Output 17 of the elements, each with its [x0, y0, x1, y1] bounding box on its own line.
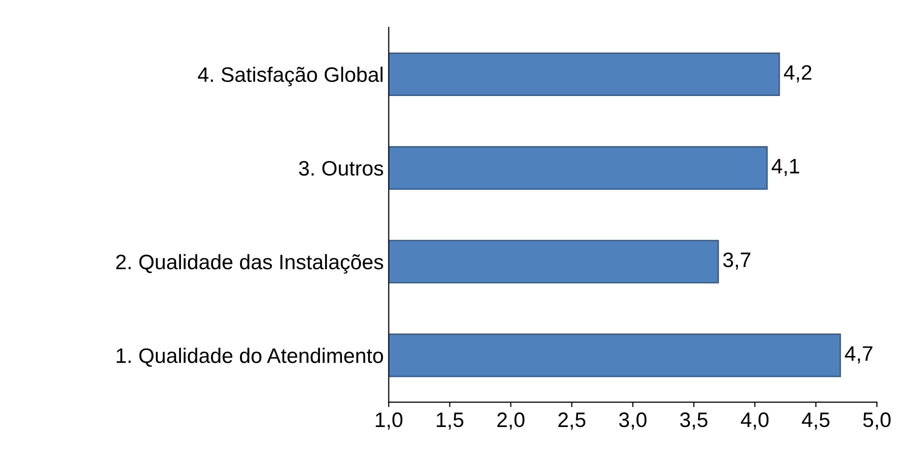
x-tick-label: 3,0	[619, 412, 646, 430]
x-tick-label: 1,5	[436, 412, 464, 430]
x-tick-label: 3,5	[680, 412, 708, 430]
y-tick-label: 4. Satisfação Global	[198, 66, 382, 86]
x-tick-label: 5,0	[863, 412, 891, 430]
x-tick-label: 1,0	[376, 412, 402, 430]
y-tick-label: 2. Qualidade das Instalações	[116, 254, 384, 274]
y-tick-label: 1. Qualidade do Atendimento	[116, 348, 384, 367]
x-tick-label: 2,0	[497, 412, 524, 430]
data-label: 4,1	[772, 159, 800, 176]
data-label: 4,7	[844, 346, 872, 364]
y-tick-label: 3. Outros	[298, 160, 384, 176]
data-label: 3,7	[723, 252, 750, 270]
x-tick-label: 4,5	[802, 412, 830, 430]
x-tick-label: 4,0	[740, 412, 769, 430]
data-label: 4,2	[784, 65, 812, 82]
x-tick-label: 2,5	[558, 412, 586, 430]
